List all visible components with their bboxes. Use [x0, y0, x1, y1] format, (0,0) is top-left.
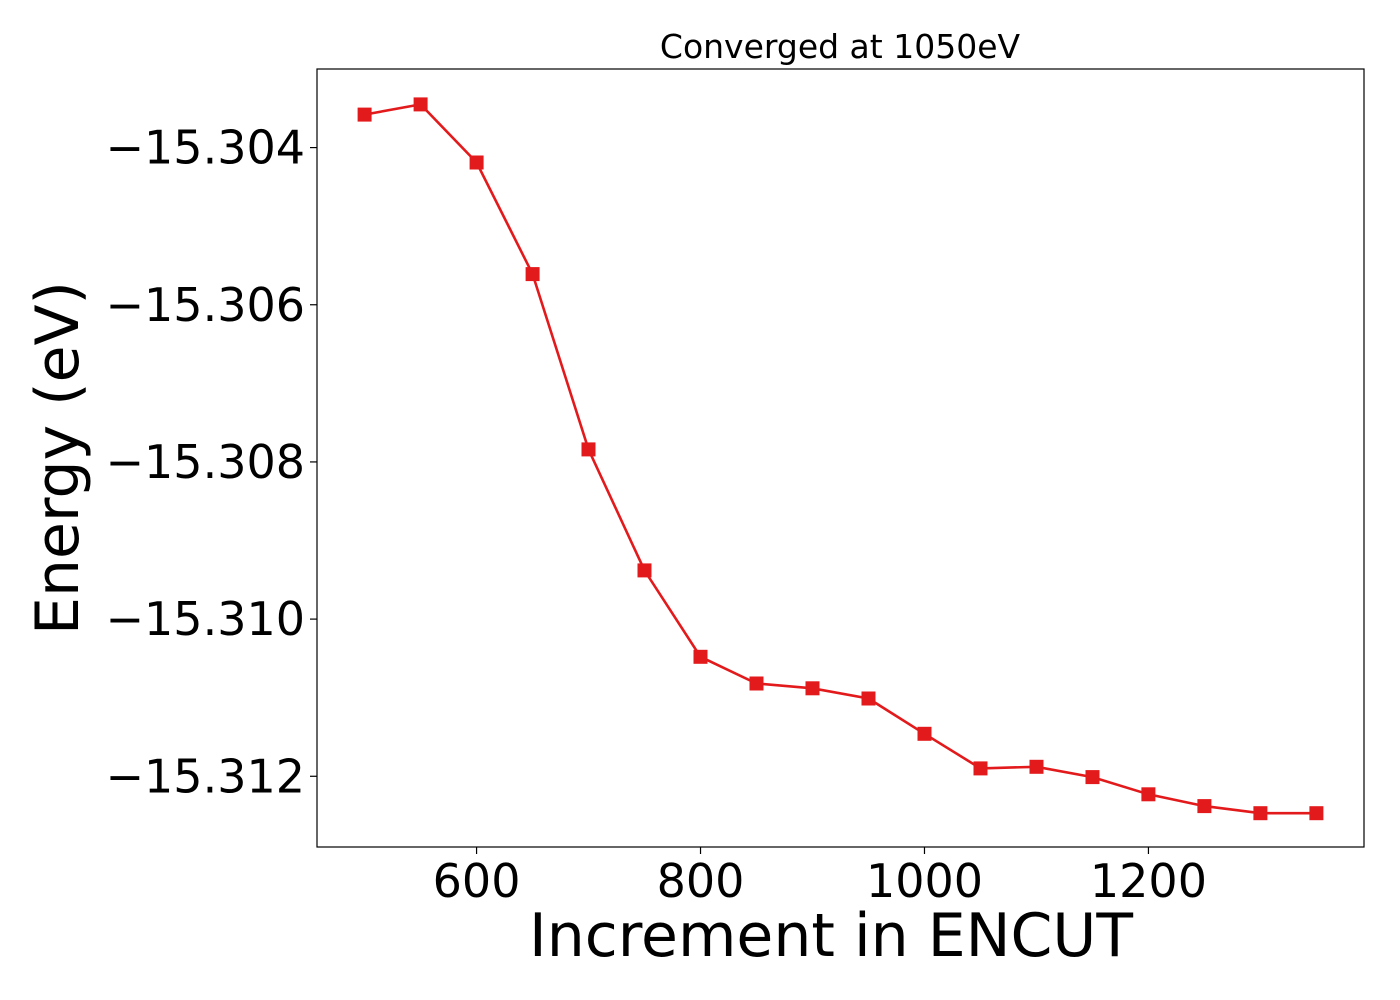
data-point	[1197, 799, 1212, 814]
data-point	[861, 691, 876, 706]
data-point	[413, 97, 428, 112]
data-series	[357, 97, 1324, 821]
x-axis: 600 800 1000 1200	[433, 847, 1207, 908]
x-tick-label: 1000	[866, 854, 983, 908]
data-point	[637, 563, 652, 578]
x-tick-label: 1200	[1090, 854, 1207, 908]
data-point	[1085, 770, 1100, 785]
plot-frame	[316, 68, 1365, 848]
y-axis: −15.304 −15.306 −15.308 −15.310 −15.312	[106, 121, 317, 803]
data-point	[581, 442, 596, 457]
data-point	[805, 681, 820, 696]
data-point	[693, 649, 708, 664]
x-tick-label: 600	[433, 854, 521, 908]
y-tick-label: −15.308	[106, 435, 306, 489]
y-tick-label: −15.312	[106, 749, 306, 803]
y-tick-label: −15.310	[106, 592, 306, 646]
x-tick-label: 800	[657, 854, 745, 908]
x-axis-label: Increment in ENCUT	[529, 901, 1133, 971]
data-point	[1141, 787, 1156, 802]
chart-title: Converged at 1050eV	[660, 27, 1021, 66]
data-point	[1253, 806, 1268, 821]
data-point	[917, 726, 932, 741]
series-line	[364, 102, 1317, 815]
data-point	[469, 155, 484, 170]
data-point	[1309, 806, 1324, 821]
data-point	[749, 676, 764, 691]
y-axis-label: Energy (eV)	[23, 281, 93, 635]
data-point	[1029, 759, 1044, 774]
data-point	[525, 267, 540, 282]
data-point	[973, 761, 988, 776]
y-tick-label: −15.306	[106, 278, 306, 332]
y-tick-label: −15.304	[106, 121, 306, 175]
plot-area	[316, 68, 1365, 848]
data-point	[357, 107, 372, 122]
